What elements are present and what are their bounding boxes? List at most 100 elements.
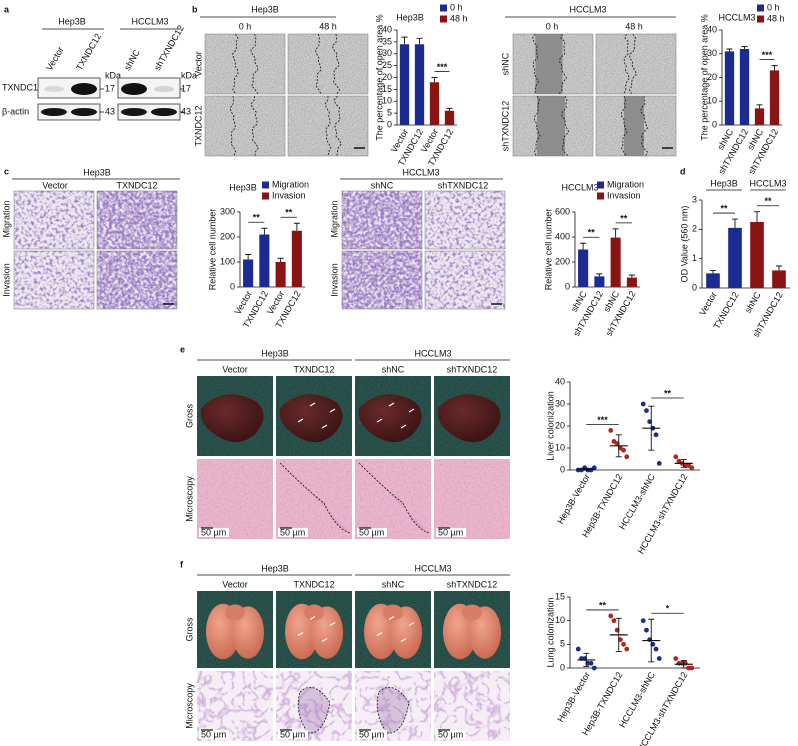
cell-line: Hep3B (261, 563, 289, 573)
legend-label: 48 h (450, 13, 468, 23)
marker: 43 (181, 106, 191, 116)
significance-label: ** (599, 600, 607, 610)
y-tick-label: 1 (692, 253, 697, 263)
image-texture (197, 459, 273, 539)
y-tick-label: 3 (692, 194, 697, 204)
row-label: Migration (329, 200, 339, 237)
legend-label: Invasion (272, 190, 306, 200)
wound-edge (640, 95, 649, 157)
column-label: shTXNDC12 (447, 364, 498, 374)
column-label: TXNDC12 (293, 579, 334, 589)
protein-label: β-actin (2, 106, 29, 116)
image-texture (513, 96, 593, 156)
y-tick-label: 5 (560, 639, 565, 649)
y-tick-label: 20 (707, 72, 717, 82)
row-label: Invasion (329, 263, 339, 297)
wound-edge (623, 33, 630, 95)
panel-label: e (180, 344, 185, 354)
lane-label: TXNDC12 (74, 32, 103, 73)
legend-label: Migration (607, 179, 644, 189)
data-point (653, 432, 659, 438)
image-frame (512, 95, 594, 157)
image-texture (205, 34, 285, 94)
marker: 43 (105, 106, 115, 116)
scale-label: 50 µm (280, 729, 305, 739)
data-point (621, 641, 626, 647)
wound-edge (250, 95, 259, 157)
lung-lobe (383, 604, 403, 621)
tumor-region (376, 686, 410, 734)
bar (243, 259, 254, 287)
scale-label: 50 µm (438, 527, 463, 537)
panel-label: c (4, 166, 9, 176)
row-label: Vector (193, 51, 203, 77)
image-texture (288, 34, 368, 94)
image-frame (204, 33, 286, 95)
legend-swatch (597, 192, 604, 200)
cell-stain (97, 191, 177, 249)
error-bar (416, 37, 423, 45)
liver (279, 394, 343, 443)
y-tick-label: 10 (382, 96, 392, 106)
image-texture (355, 671, 431, 741)
scale-box (199, 730, 229, 739)
y-tick-label: 0 (387, 119, 392, 129)
wound-edge (331, 33, 340, 95)
chart-title: Hep3B (229, 182, 257, 192)
error-bar (580, 242, 587, 250)
band (44, 86, 64, 92)
data-point (621, 447, 626, 453)
cell-line: HCCLM3 (402, 167, 439, 177)
error-bar (612, 228, 619, 238)
y-tick-label: 400 (555, 231, 570, 241)
y-tick-label: 0 (560, 464, 565, 474)
data-point (656, 656, 662, 661)
image-frame (424, 190, 506, 250)
y-tick-label: 200 (220, 231, 235, 241)
tumor-region (297, 686, 331, 734)
legend-swatch (262, 181, 269, 189)
nodule-arrow (400, 424, 407, 429)
error-bar (628, 274, 635, 278)
legend-swatch (262, 192, 269, 200)
y-tick-label: 30 (707, 48, 717, 58)
y-tick-label: 10 (707, 96, 717, 106)
image-texture (205, 96, 285, 156)
error-bar (293, 222, 300, 231)
column-label: shNC (382, 364, 405, 374)
bar (578, 249, 589, 287)
data-point (653, 646, 659, 652)
significance-label: * (666, 604, 670, 614)
column-label: Vector (222, 364, 248, 374)
legend-swatch (440, 15, 447, 23)
wound-edge (629, 33, 638, 95)
scale-box (199, 528, 229, 537)
error-bar (277, 257, 284, 262)
nodule-arrow (408, 408, 415, 413)
y-tick-label: 40 (382, 24, 392, 34)
scale-box (436, 528, 466, 537)
scale-label: 50 µm (359, 527, 384, 537)
chart-title: HCCLM3 (561, 182, 598, 192)
wound-edge (333, 95, 342, 157)
column-label: shNC (382, 579, 405, 589)
data-point (644, 627, 649, 633)
row-label: Microscopy (184, 476, 194, 522)
y-tick-label: 40 (707, 24, 717, 34)
wound-edge (229, 95, 237, 157)
image-frame (595, 33, 677, 95)
row-label: Gross (184, 404, 194, 429)
chart-title: Hep3B (396, 12, 424, 22)
nodule-arrow (376, 418, 383, 423)
y-tick-label: 200 (555, 256, 570, 266)
wound-edge (558, 33, 567, 95)
y-tick-label: 35 (382, 36, 392, 46)
unit: kDa (105, 70, 121, 80)
row-label: Invasion (1, 263, 11, 297)
error-bar (446, 107, 453, 111)
y-tick-label: 10 (555, 442, 565, 452)
bar (772, 270, 786, 288)
scale-box (278, 730, 308, 739)
lung-lobe (304, 604, 324, 621)
cell-line: Hep3B (83, 167, 111, 177)
